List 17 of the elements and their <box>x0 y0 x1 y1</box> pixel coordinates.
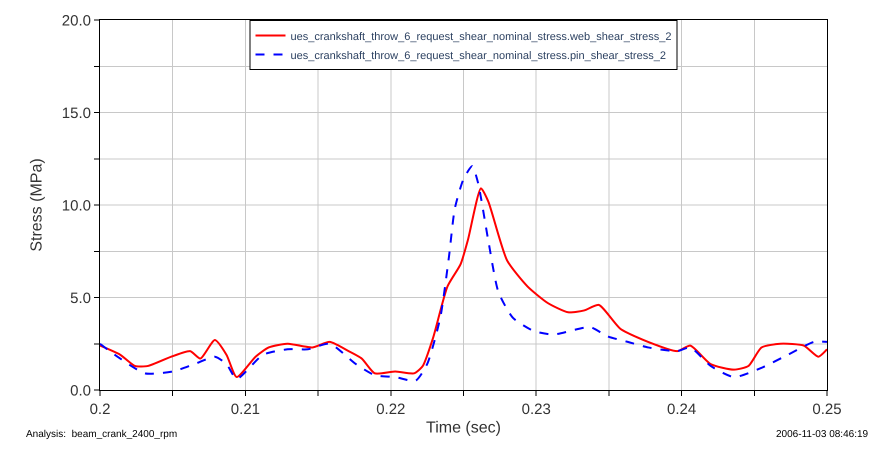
x-axis-title: Time (sec) <box>426 420 501 437</box>
x-tick-label: 0.22 <box>376 401 406 418</box>
y-tick-label: 15.0 <box>62 104 91 122</box>
legend-label: ues_crankshaft_throw_6_request_shear_nominal_stress.pin_shear_stress_2 <box>290 50 666 62</box>
x-tick-label: 0.25 <box>812 401 842 418</box>
y-tick-label: 5.0 <box>70 290 91 307</box>
y-tick-label: 20.0 <box>62 12 91 30</box>
x-tick-label: 0.2 <box>90 401 110 418</box>
x-tick-label: 0.24 <box>667 401 696 418</box>
text: 2006-11-03 08:46:19 <box>776 429 869 440</box>
x-tick-label: 0.23 <box>522 401 551 418</box>
text: Analysis: beam_crank_2400_rpm <box>26 429 178 440</box>
x-tick-label: 0.21 <box>230 401 260 418</box>
y-tick-label: 0.0 <box>70 382 91 400</box>
legend-label: ues_crankshaft_throw_6_request_shear_nominal_stress.web_shear_stress_2 <box>290 30 672 43</box>
y-axis-title: Stress (MPa) <box>28 158 46 252</box>
y-tick-label: 10.0 <box>62 197 91 214</box>
